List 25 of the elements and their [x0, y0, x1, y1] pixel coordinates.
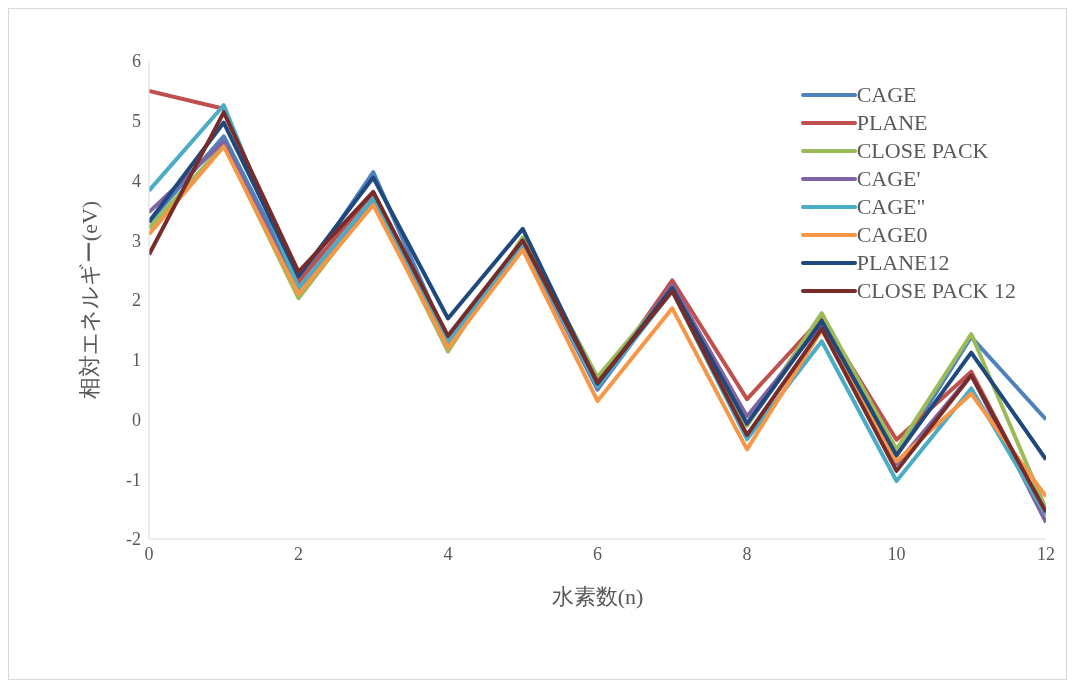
y-tick-label: 6	[132, 51, 141, 72]
y-tick-label: 0	[132, 409, 141, 430]
y-tick-label: -1	[126, 469, 141, 490]
x-axis-title: 水素数(n)	[551, 584, 644, 609]
x-tick-label: 2	[294, 543, 303, 564]
y-tick-label: 4	[132, 170, 141, 191]
x-tick-label: 10	[887, 543, 906, 564]
legend-label: PLANE	[856, 110, 928, 136]
y-tick-label: 1	[132, 350, 141, 371]
x-tick-label: 12	[1037, 543, 1055, 564]
legend-label: CAGE0	[856, 222, 928, 248]
legend-label: CLOSE PACK	[856, 138, 989, 164]
legend-label: PLANE12	[856, 250, 950, 276]
legend-label: CLOSE PACK 12	[856, 278, 1016, 304]
x-tick-label: 4	[443, 543, 453, 564]
y-axis-title: 相対エネルギー(eV)	[76, 200, 102, 400]
y-tick-label: 2	[132, 290, 141, 311]
y-tick-label: 5	[132, 111, 141, 132]
y-tick-label: -2	[126, 529, 141, 550]
x-tick-label: 8	[742, 543, 752, 564]
legend-label: CAGE"	[856, 194, 926, 220]
legend-label: CAGE	[856, 82, 917, 108]
legend-label: CAGE'	[856, 166, 921, 192]
y-tick-label: 3	[132, 230, 141, 251]
x-tick-label: 6	[593, 543, 602, 564]
